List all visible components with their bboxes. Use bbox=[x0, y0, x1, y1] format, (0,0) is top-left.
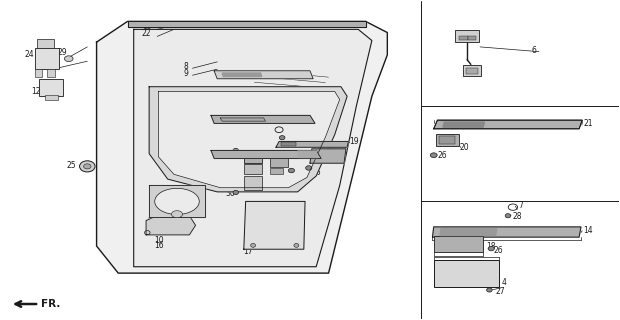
Bar bbox=[244, 164, 262, 174]
Bar bbox=[270, 168, 283, 174]
Text: 22: 22 bbox=[142, 29, 151, 38]
Text: 19: 19 bbox=[349, 137, 358, 146]
Text: 12: 12 bbox=[32, 87, 41, 96]
Ellipse shape bbox=[64, 56, 73, 61]
Text: 11: 11 bbox=[243, 242, 253, 251]
Bar bbox=[466, 68, 478, 74]
Polygon shape bbox=[434, 120, 582, 129]
Polygon shape bbox=[128, 21, 366, 27]
Polygon shape bbox=[214, 71, 313, 79]
Polygon shape bbox=[440, 229, 497, 236]
Polygon shape bbox=[244, 201, 305, 249]
Text: 10: 10 bbox=[154, 236, 164, 245]
Polygon shape bbox=[211, 150, 321, 158]
Text: 6: 6 bbox=[264, 169, 268, 178]
Ellipse shape bbox=[487, 288, 492, 292]
Text: 7: 7 bbox=[289, 124, 294, 132]
Bar bbox=[244, 153, 262, 163]
Polygon shape bbox=[220, 118, 265, 121]
Ellipse shape bbox=[79, 161, 95, 172]
Ellipse shape bbox=[294, 244, 299, 247]
Bar bbox=[439, 136, 454, 144]
Ellipse shape bbox=[306, 166, 312, 170]
Text: 3: 3 bbox=[229, 150, 234, 159]
Ellipse shape bbox=[505, 214, 511, 218]
Bar bbox=[244, 176, 262, 190]
Text: 28: 28 bbox=[513, 212, 523, 221]
Polygon shape bbox=[134, 29, 372, 267]
Polygon shape bbox=[276, 141, 348, 147]
Bar bbox=[35, 69, 42, 77]
Ellipse shape bbox=[250, 244, 255, 247]
Bar bbox=[434, 260, 498, 287]
Text: 25: 25 bbox=[67, 161, 76, 170]
Text: 18: 18 bbox=[486, 242, 496, 251]
Bar bbox=[281, 142, 296, 146]
Text: 9: 9 bbox=[184, 68, 188, 77]
Ellipse shape bbox=[488, 246, 494, 251]
Text: 23: 23 bbox=[146, 226, 156, 235]
Ellipse shape bbox=[172, 211, 182, 218]
Bar bbox=[35, 49, 60, 69]
Polygon shape bbox=[298, 151, 317, 157]
Text: 26: 26 bbox=[294, 168, 304, 177]
Text: 30: 30 bbox=[226, 189, 236, 198]
Bar bbox=[434, 236, 483, 252]
Polygon shape bbox=[222, 73, 262, 76]
Polygon shape bbox=[146, 212, 195, 235]
Bar bbox=[39, 79, 63, 96]
Polygon shape bbox=[433, 227, 581, 237]
Text: 26: 26 bbox=[438, 151, 447, 160]
Text: 7: 7 bbox=[518, 201, 523, 210]
Bar bbox=[468, 36, 476, 40]
Polygon shape bbox=[443, 122, 484, 127]
Bar bbox=[459, 36, 468, 40]
Text: 15: 15 bbox=[142, 22, 151, 31]
Bar bbox=[47, 69, 55, 77]
Text: 5: 5 bbox=[264, 159, 268, 168]
Text: 29: 29 bbox=[58, 48, 67, 57]
Text: 6: 6 bbox=[531, 46, 536, 55]
Bar bbox=[37, 39, 54, 49]
Bar bbox=[270, 156, 288, 167]
Polygon shape bbox=[159, 92, 340, 188]
Bar bbox=[455, 30, 479, 42]
Text: 21: 21 bbox=[583, 119, 593, 128]
Text: 17: 17 bbox=[243, 247, 253, 256]
Text: 4: 4 bbox=[502, 277, 507, 286]
Text: 1: 1 bbox=[229, 183, 234, 192]
Bar bbox=[463, 65, 480, 76]
Text: 16: 16 bbox=[154, 241, 164, 250]
Ellipse shape bbox=[233, 148, 239, 153]
Text: 13: 13 bbox=[335, 150, 344, 159]
Text: FR.: FR. bbox=[41, 299, 60, 309]
Text: 2: 2 bbox=[229, 168, 234, 177]
Ellipse shape bbox=[280, 136, 285, 140]
Ellipse shape bbox=[288, 168, 294, 173]
Bar bbox=[436, 133, 459, 146]
Text: 20: 20 bbox=[459, 143, 469, 152]
Text: 8: 8 bbox=[184, 62, 188, 71]
Text: 14: 14 bbox=[583, 226, 593, 235]
Text: 26: 26 bbox=[311, 168, 321, 177]
Ellipse shape bbox=[84, 164, 91, 169]
Polygon shape bbox=[211, 116, 315, 123]
Bar bbox=[45, 95, 58, 100]
Text: 27: 27 bbox=[495, 287, 505, 296]
Polygon shape bbox=[149, 186, 205, 217]
Ellipse shape bbox=[233, 190, 239, 195]
Text: 30: 30 bbox=[226, 143, 236, 152]
Text: 28: 28 bbox=[285, 135, 294, 144]
Ellipse shape bbox=[155, 188, 199, 214]
Polygon shape bbox=[310, 149, 346, 163]
Polygon shape bbox=[149, 87, 347, 192]
Text: 24: 24 bbox=[24, 50, 34, 59]
Polygon shape bbox=[97, 21, 388, 273]
Text: 26: 26 bbox=[494, 246, 503, 255]
Ellipse shape bbox=[430, 153, 437, 158]
